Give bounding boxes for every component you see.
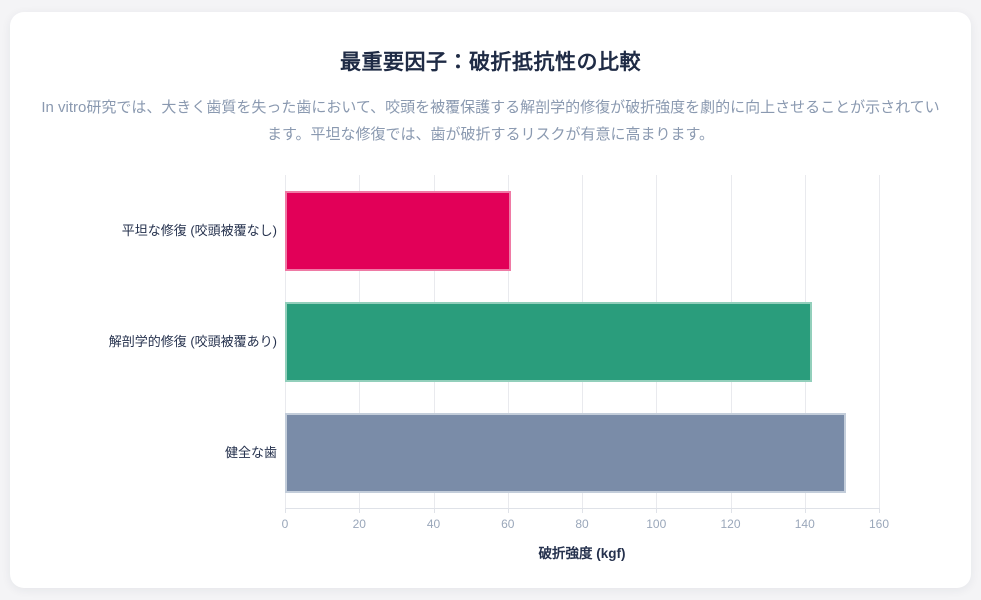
chart-subtitle: In vitro研究では、大きく歯質を失った歯において、咬頭を被覆保護する解剖学…: [41, 99, 940, 143]
chart-card: 最重要因子：破折抵抗性の比較 In vitro研究では、大きく歯質を失った歯にお…: [10, 12, 971, 588]
chart-title: 最重要因子：破折抵抗性の比較: [340, 51, 641, 74]
